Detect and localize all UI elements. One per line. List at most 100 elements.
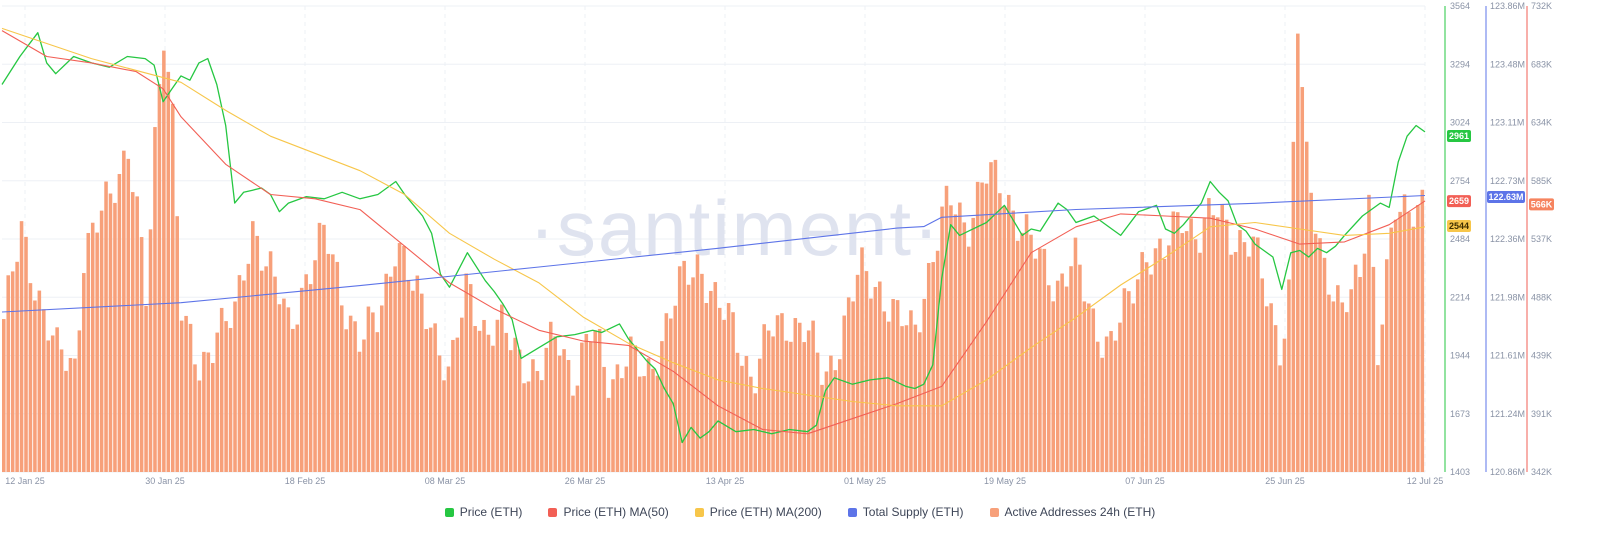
active-addresses-bar [157, 84, 162, 472]
axes: 3564 3294 3024 2754 2484 2214 1944 1673 1403 123.… [1444, 1, 1552, 477]
active-addresses-bar [246, 263, 251, 472]
active-addresses-bar [695, 254, 700, 472]
addresses-last-value-label: 566K [1531, 199, 1553, 209]
active-addresses-bar [68, 357, 73, 472]
legend-item[interactable]: Price (ETH) MA(200) [694, 505, 822, 519]
active-addresses-bar [1175, 212, 1180, 472]
legend-item[interactable]: Price (ETH) [444, 505, 522, 519]
x-axis-tick: 07 Jun 25 [1125, 476, 1165, 486]
x-axis-tick: 08 Mar 25 [425, 476, 466, 486]
active-addresses-bar [1011, 210, 1015, 472]
active-addresses-bar [197, 380, 202, 472]
active-addresses-bar [806, 330, 811, 472]
active-addresses-bar [829, 355, 833, 472]
active-addresses-bar [620, 378, 624, 472]
active-addresses-bar [166, 71, 171, 472]
active-addresses-bar [1051, 301, 1056, 472]
active-addresses-bar [797, 322, 802, 472]
active-addresses-bar [379, 305, 384, 472]
active-addresses-bar [1376, 365, 1380, 472]
chart: ·santiment· 3564 3294 3024 2754 2484 2214 1944… [1, 1, 1554, 486]
active-addresses-bar [842, 315, 847, 472]
active-addresses-bar [1055, 280, 1060, 472]
active-addresses-bar [442, 380, 446, 472]
active-addresses-bar [1144, 262, 1149, 472]
active-addresses-bar [851, 301, 855, 472]
addresses-axis-tick: 683K [1531, 59, 1552, 69]
active-addresses-bar [19, 221, 24, 472]
active-addresses-bar [735, 352, 740, 472]
active-addresses-bar [789, 341, 793, 472]
active-addresses-bar [1118, 322, 1122, 472]
active-addresses-bar [669, 318, 673, 472]
legend-item[interactable]: Price (ETH) MA(50) [548, 505, 669, 519]
legend-swatch-icon [444, 507, 454, 517]
active-addresses-bar [918, 332, 922, 472]
active-addresses-bar [1153, 248, 1158, 472]
active-addresses-bar [637, 376, 642, 472]
active-addresses-bar [277, 304, 282, 472]
active-addresses-bar [1033, 258, 1038, 472]
active-addresses-bar [562, 349, 566, 472]
active-addresses-bar [331, 254, 335, 472]
active-addresses-bar [646, 358, 651, 472]
active-addresses-bar [655, 375, 660, 472]
active-addresses-bar [135, 196, 139, 472]
active-addresses-bar [1042, 248, 1047, 472]
active-addresses-bar [962, 222, 967, 472]
ma50-last-value-label: 2659 [1449, 196, 1469, 206]
active-addresses-bar [357, 351, 362, 472]
total-supply-eth-line [1, 194, 1426, 313]
x-axis-tick: 26 Mar 25 [565, 476, 606, 486]
active-addresses-bar [371, 312, 375, 472]
active-addresses-bar [1309, 192, 1313, 472]
active-addresses-bar [64, 370, 68, 472]
active-addresses-bar [1127, 291, 1131, 472]
active-addresses-bar [1202, 218, 1207, 472]
supply-axis-tick: 122.73M [1490, 176, 1525, 186]
active-addresses-bar [731, 312, 735, 472]
active-addresses-bar [326, 253, 331, 472]
active-addresses-bar [202, 351, 206, 472]
active-addresses-bar [793, 318, 798, 472]
active-addresses-bar [1242, 242, 1247, 472]
legend-item[interactable]: Total Supply (ETH) [847, 505, 964, 519]
active-addresses-bar [1256, 237, 1260, 472]
active-addresses-bar [1318, 238, 1322, 472]
x-axis-tick: 18 Feb 25 [285, 476, 326, 486]
supply-axis-tick: 121.98M [1490, 292, 1525, 302]
active-addresses-bar [629, 336, 633, 472]
active-addresses-bar [211, 363, 215, 472]
active-addresses-bar [931, 262, 935, 472]
ma50-last-value-badge [1447, 195, 1471, 208]
active-addresses-bar [486, 334, 491, 472]
active-addresses-bar [339, 305, 344, 472]
active-addresses-bar [949, 205, 953, 472]
active-addresses-bar [1180, 233, 1184, 472]
active-addresses-bar [878, 281, 882, 472]
active-addresses-bar [1260, 278, 1265, 472]
active-addresses-bar [1264, 306, 1269, 472]
active-addresses-bar [10, 271, 15, 472]
active-addresses-bar [33, 300, 37, 472]
active-addresses-bar [1251, 236, 1256, 472]
active-addresses-bar [233, 301, 237, 472]
active-addresses-bar [1322, 257, 1327, 472]
active-addresses-bar [451, 339, 455, 472]
active-addresses-bar [846, 297, 851, 472]
active-addresses-bar [1349, 289, 1353, 472]
active-addresses-bar [526, 381, 531, 472]
legend-item[interactable]: Active Addresses 24h (ETH) [989, 505, 1155, 519]
active-addresses-bar [344, 329, 348, 472]
active-addresses-bar [255, 235, 260, 472]
active-addresses-bar [308, 284, 313, 472]
active-addresses-bar [838, 359, 842, 472]
supply-axis-tick: 123.86M [1490, 1, 1525, 11]
active-addresses-bar [46, 340, 51, 472]
active-addresses-bar [86, 232, 91, 472]
active-addresses-bar [1300, 87, 1305, 472]
active-addresses-bar [317, 222, 322, 472]
active-addresses-bar [1353, 264, 1358, 472]
active-addresses-bar [1327, 294, 1331, 472]
active-addresses-bar [624, 366, 629, 472]
